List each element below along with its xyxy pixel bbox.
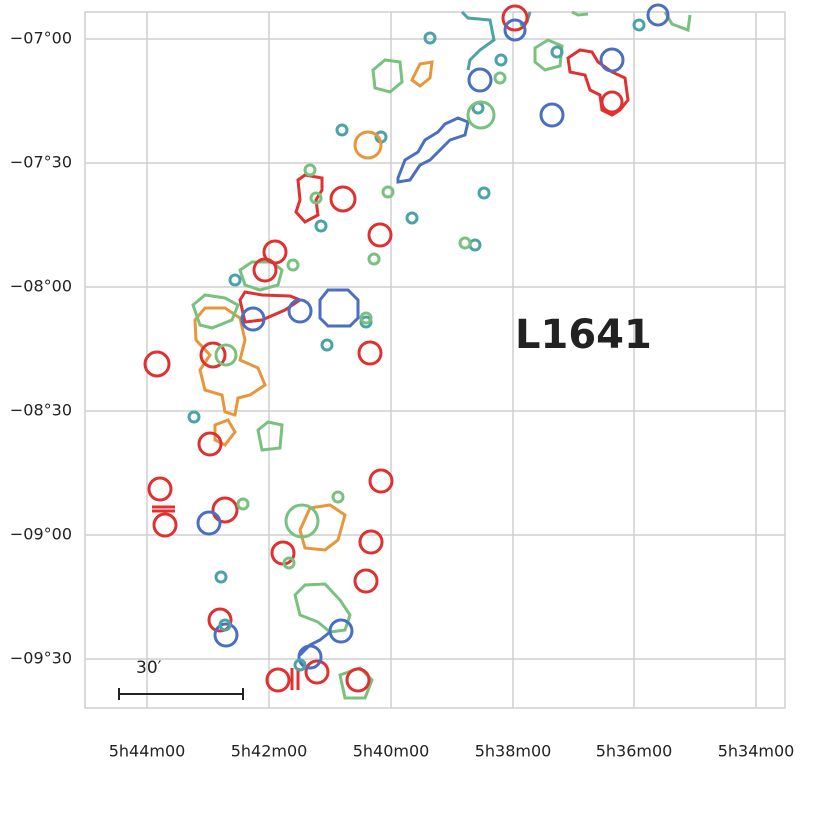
contour <box>494 53 508 67</box>
contour <box>345 667 371 693</box>
contour <box>303 163 317 177</box>
contour <box>199 341 227 369</box>
contour <box>353 130 383 160</box>
contour <box>550 45 564 59</box>
scale-bar-label: 30′ <box>136 658 162 678</box>
contour <box>501 4 529 32</box>
contour <box>358 529 384 555</box>
contour <box>467 67 493 93</box>
x-tick-label: 5h34m00 <box>718 742 795 761</box>
contour <box>353 568 379 594</box>
contour <box>293 658 307 672</box>
contour <box>214 343 238 367</box>
contour <box>329 185 357 213</box>
contour <box>297 644 323 670</box>
x-tick-label: 5h38m00 <box>475 742 552 761</box>
contour <box>357 340 383 366</box>
contour <box>298 503 347 552</box>
contour <box>152 512 178 538</box>
contour <box>284 503 320 539</box>
contour <box>466 100 496 130</box>
contour <box>290 668 300 690</box>
contour <box>214 570 228 584</box>
contour <box>396 116 470 184</box>
contour <box>381 185 395 199</box>
contour <box>252 257 278 283</box>
contour <box>187 410 201 424</box>
contour <box>503 18 527 42</box>
contour <box>493 71 507 85</box>
contour <box>533 38 564 72</box>
contour <box>632 18 646 32</box>
contour <box>286 258 300 272</box>
contour <box>152 505 175 513</box>
contour <box>218 618 232 632</box>
contour <box>477 186 491 200</box>
contour <box>571 10 589 17</box>
contour <box>197 431 223 457</box>
contour <box>335 123 349 137</box>
contour <box>282 556 296 570</box>
contour <box>314 219 328 233</box>
contour <box>460 10 496 71</box>
contour <box>423 31 437 45</box>
contour <box>318 288 360 328</box>
y-tick-label: −07°00 <box>10 29 72 48</box>
y-tick-label: −08°30 <box>10 401 72 420</box>
y-tick-label: −09°30 <box>10 649 72 668</box>
contours <box>143 3 692 700</box>
contour <box>236 497 250 511</box>
contour <box>599 47 625 73</box>
y-tick-label: −09°00 <box>10 525 72 544</box>
contour <box>213 418 237 447</box>
contour <box>287 298 313 324</box>
contour <box>539 102 565 128</box>
contour <box>328 618 354 644</box>
contour <box>256 420 284 452</box>
contour <box>240 306 266 332</box>
contour <box>367 222 393 248</box>
contour <box>600 90 624 114</box>
contour <box>196 510 222 536</box>
contour <box>405 211 419 225</box>
x-tick-label: 5h42m00 <box>231 742 308 761</box>
contour <box>147 476 173 502</box>
contour <box>143 350 171 378</box>
contour <box>191 293 240 330</box>
contour <box>228 273 242 287</box>
contour <box>294 173 324 224</box>
plot-frame <box>84 11 786 709</box>
contour <box>304 659 330 685</box>
y-tick-label: −07°30 <box>10 153 72 172</box>
x-tick-label: 5h36m00 <box>596 742 673 761</box>
x-tick-label: 5h44m00 <box>109 742 186 761</box>
contour <box>207 607 233 633</box>
contour <box>309 191 323 205</box>
contour <box>320 338 334 352</box>
contour <box>331 490 345 504</box>
contour <box>213 622 239 648</box>
region-label: L1641 <box>515 312 652 358</box>
contour <box>298 630 331 657</box>
y-tick-label: −08°00 <box>10 277 72 296</box>
contour <box>646 3 670 27</box>
contour <box>265 667 291 693</box>
contour <box>410 60 434 88</box>
contour <box>368 468 394 494</box>
contour <box>367 252 381 266</box>
contour <box>371 58 404 94</box>
x-tick-label: 5h40m00 <box>353 742 430 761</box>
contour <box>238 260 284 292</box>
grid <box>85 12 785 708</box>
contour <box>193 306 267 417</box>
contour <box>458 236 472 250</box>
contour <box>211 496 239 524</box>
contour <box>359 311 373 325</box>
